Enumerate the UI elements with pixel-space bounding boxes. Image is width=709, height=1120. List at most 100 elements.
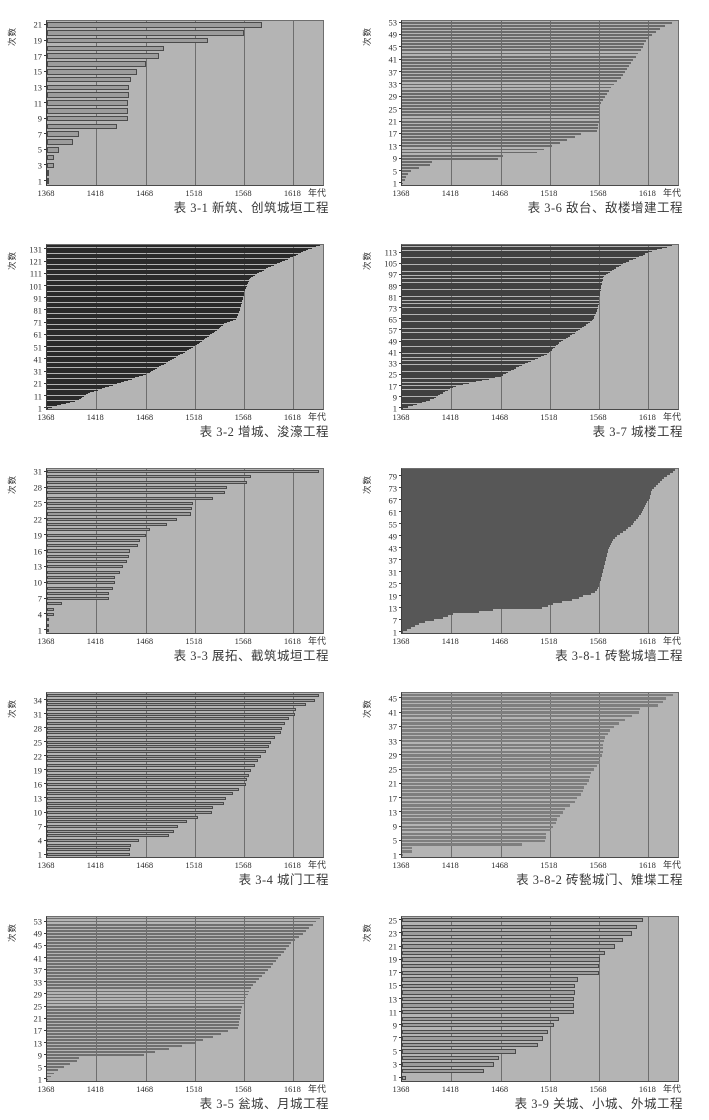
bar (402, 601, 562, 603)
y-tick-label: 37 (388, 66, 398, 77)
bar (47, 1054, 144, 1057)
y-axis-label: 次数 (362, 922, 372, 942)
bar (47, 274, 255, 276)
plot-area: 1 4 7 10 13 16 19 22 25 28 31 (34, 467, 324, 634)
bar (402, 89, 609, 92)
bar (47, 560, 127, 564)
y-tick-label: 28 (33, 482, 43, 493)
bar (47, 825, 179, 829)
y-tick-label: 17 (33, 1025, 43, 1036)
bar (402, 370, 512, 372)
y-tick-label: 73 (388, 303, 398, 313)
bar (47, 357, 175, 359)
bar (402, 814, 560, 818)
gridline (500, 245, 502, 409)
bar (47, 367, 158, 369)
bar (47, 352, 184, 354)
bar (402, 607, 542, 609)
bar (402, 549, 608, 551)
bar (402, 278, 604, 280)
bar (402, 246, 668, 248)
y-tick-label: 5 (392, 1046, 397, 1057)
bar (402, 1029, 548, 1034)
bar (402, 700, 664, 704)
bar (47, 328, 219, 330)
gridline (194, 469, 196, 633)
y-tick-label: 37 (388, 721, 398, 732)
plot-area: 1 5 9 13 17 21 25 29 33 37 41 45 49 53 (389, 18, 679, 187)
bar (47, 975, 262, 978)
bar (402, 293, 601, 295)
bar (402, 388, 451, 390)
y-tick-mark (44, 969, 47, 971)
bar (402, 139, 567, 142)
y-tick-label: 41 (388, 707, 398, 718)
y-tick-mark (44, 713, 47, 715)
y-tick-mark (399, 1024, 402, 1026)
bar (402, 595, 584, 597)
bar (402, 98, 604, 101)
y-tick-label: 1 (392, 1072, 397, 1083)
bar (402, 573, 603, 575)
bar (47, 308, 241, 310)
chart-title: 表 3-8-1 砖甃城墙工程 (555, 649, 683, 663)
y-tick-mark (399, 945, 402, 947)
bar (47, 1008, 242, 1011)
bar (47, 750, 266, 754)
y-tick-label: 21 (388, 116, 398, 127)
bar (402, 718, 625, 721)
bar (47, 300, 243, 302)
x-axis-unit-label: 年代 (307, 188, 326, 198)
bar (47, 586, 114, 590)
bar (47, 387, 106, 389)
y-tick-mark (44, 783, 47, 785)
bar (402, 479, 663, 481)
y-tick-label: 22 (33, 751, 43, 762)
bar (402, 334, 572, 336)
y-tick-label: 9 (37, 113, 42, 124)
bar (402, 92, 608, 95)
bar (402, 507, 645, 509)
gridline (293, 21, 295, 185)
bar (47, 321, 231, 322)
bar (402, 964, 600, 969)
y-tick-mark (44, 1017, 47, 1019)
y-tick-mark (44, 797, 47, 799)
bar (402, 970, 600, 975)
bar (402, 114, 600, 117)
bar (47, 1014, 241, 1017)
bar (402, 357, 539, 359)
y-tick-mark (399, 725, 402, 727)
bar (47, 269, 264, 271)
y-tick-mark (44, 502, 47, 504)
y-tick-label: 31 (33, 466, 43, 477)
bar (47, 960, 276, 962)
bar (47, 302, 243, 304)
bar (47, 920, 317, 923)
y-tick-label: 7 (37, 821, 42, 832)
bar (47, 384, 114, 386)
y-tick-mark (399, 307, 402, 309)
y-tick-mark (399, 351, 402, 353)
bar (47, 623, 49, 627)
bar (402, 537, 615, 539)
bar (402, 58, 633, 61)
bar (402, 379, 482, 382)
bar (47, 247, 313, 249)
y-tick-label: 25 (388, 369, 398, 380)
x-axis-unit-label: 年代 (662, 860, 681, 870)
chart-cell-3-7: 次数 1 9 17 25 33 41 49 57 65 73 81 89 97 105 113 1368 1418… (355, 224, 709, 448)
y-tick-label: 17 (388, 380, 398, 391)
bar (402, 843, 523, 846)
bar (402, 403, 417, 405)
bar (402, 250, 653, 252)
bar (47, 391, 91, 393)
x-tick-label: 1368 (392, 636, 410, 646)
bar (47, 264, 274, 266)
bar (47, 1020, 240, 1023)
x-tick-label: 1468 (136, 636, 154, 646)
y-tick-mark (44, 981, 47, 983)
bar (402, 854, 403, 857)
bar (402, 1036, 543, 1041)
y-tick-label: 31 (33, 708, 43, 719)
